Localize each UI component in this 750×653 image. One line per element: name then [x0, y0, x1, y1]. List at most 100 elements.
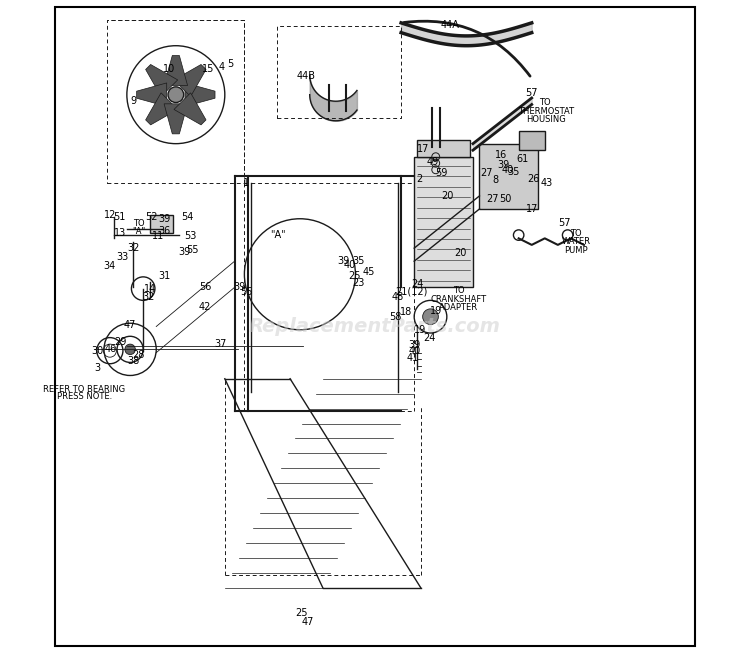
Text: 15: 15 — [202, 63, 214, 74]
Text: 30: 30 — [92, 345, 104, 356]
Text: "A": "A" — [132, 227, 146, 236]
Text: 54: 54 — [182, 212, 194, 222]
Circle shape — [168, 87, 184, 103]
Text: 51: 51 — [112, 212, 125, 223]
Text: 4: 4 — [218, 61, 224, 72]
Polygon shape — [185, 83, 215, 106]
Text: 46: 46 — [104, 344, 117, 355]
Text: "A": "A" — [271, 230, 286, 240]
Text: 8: 8 — [493, 175, 499, 185]
Text: 38: 38 — [128, 356, 140, 366]
Text: 53: 53 — [184, 231, 197, 242]
Text: 47: 47 — [124, 319, 136, 330]
Text: 55: 55 — [186, 245, 199, 255]
Text: TO: TO — [539, 98, 550, 107]
Text: 52: 52 — [145, 212, 158, 222]
Bar — [418, 140, 470, 157]
Bar — [519, 131, 544, 150]
Text: 14: 14 — [143, 283, 156, 294]
Polygon shape — [146, 65, 178, 97]
Text: 18: 18 — [400, 307, 412, 317]
Text: 39: 39 — [338, 255, 350, 266]
Text: 5: 5 — [227, 59, 233, 69]
Text: 1: 1 — [243, 178, 249, 188]
Text: 58: 58 — [389, 311, 401, 322]
Text: 2: 2 — [416, 174, 422, 184]
Polygon shape — [146, 93, 178, 125]
Text: 26: 26 — [526, 174, 539, 184]
Text: 44A: 44A — [441, 20, 460, 30]
Text: 29: 29 — [114, 336, 127, 347]
Text: 36: 36 — [158, 226, 171, 236]
Text: HOUSING: HOUSING — [526, 115, 566, 124]
Text: 27: 27 — [480, 168, 492, 178]
Circle shape — [125, 344, 135, 355]
Text: 19: 19 — [430, 306, 442, 316]
Text: CRANKSHAFT: CRANKSHAFT — [430, 295, 487, 304]
Text: 43: 43 — [541, 178, 553, 188]
Text: 10: 10 — [164, 63, 176, 74]
Text: TO: TO — [570, 229, 582, 238]
Text: THERMOSTAT: THERMOSTAT — [518, 106, 574, 116]
Text: PRESS NOTE.: PRESS NOTE. — [57, 392, 112, 401]
Text: ReplacementParts.com: ReplacementParts.com — [249, 317, 501, 336]
Text: 13: 13 — [114, 228, 127, 238]
Text: ADAPTER: ADAPTER — [439, 303, 479, 312]
Text: 17: 17 — [416, 144, 429, 154]
Text: 20: 20 — [441, 191, 454, 201]
Text: 45: 45 — [363, 267, 375, 278]
Polygon shape — [136, 83, 166, 106]
Text: 39: 39 — [234, 282, 246, 293]
Text: REFER TO BEARING: REFER TO BEARING — [44, 385, 125, 394]
Text: 49: 49 — [426, 157, 439, 167]
Text: 40: 40 — [409, 346, 421, 357]
Text: 25: 25 — [348, 270, 360, 281]
Text: 35: 35 — [352, 255, 364, 266]
Text: 44B: 44B — [297, 71, 316, 82]
Text: 23: 23 — [352, 278, 364, 288]
Polygon shape — [164, 56, 188, 86]
Text: 3: 3 — [94, 362, 100, 373]
Text: 9: 9 — [130, 96, 136, 106]
Bar — [414, 157, 473, 287]
Text: 19: 19 — [414, 325, 426, 336]
Bar — [150, 215, 172, 233]
Text: 47: 47 — [302, 616, 314, 627]
Text: 28: 28 — [133, 349, 145, 360]
Text: 57: 57 — [558, 218, 571, 229]
Text: WATER: WATER — [562, 237, 590, 246]
Text: 37: 37 — [214, 339, 226, 349]
Text: 39: 39 — [409, 340, 421, 350]
Polygon shape — [174, 93, 206, 125]
Text: 56: 56 — [199, 282, 211, 293]
Text: 20: 20 — [454, 248, 466, 259]
Text: TO: TO — [133, 219, 145, 228]
Text: 27: 27 — [486, 194, 499, 204]
Text: 40: 40 — [344, 260, 356, 270]
Text: 35: 35 — [507, 167, 520, 177]
Text: 31: 31 — [158, 270, 171, 281]
Text: 32: 32 — [142, 292, 154, 302]
Text: 24: 24 — [423, 332, 436, 343]
Text: 48: 48 — [391, 292, 404, 302]
Text: 16: 16 — [495, 150, 507, 161]
Text: 42: 42 — [199, 302, 211, 312]
Text: 24: 24 — [411, 279, 424, 289]
Text: 34: 34 — [103, 261, 116, 271]
Text: 50: 50 — [500, 194, 512, 204]
Text: 39: 39 — [497, 159, 510, 170]
Text: 21(12): 21(12) — [395, 287, 427, 297]
Circle shape — [423, 309, 438, 325]
Text: 39: 39 — [178, 247, 190, 257]
Text: 55: 55 — [240, 287, 253, 297]
Text: PUMP: PUMP — [564, 246, 588, 255]
Text: 59: 59 — [436, 168, 448, 178]
Text: 12: 12 — [104, 210, 117, 221]
Text: 17: 17 — [526, 204, 538, 214]
Text: 25: 25 — [296, 607, 308, 618]
Text: 57: 57 — [526, 88, 538, 98]
Text: 41: 41 — [406, 353, 418, 363]
Text: 61: 61 — [517, 154, 529, 165]
Text: 40: 40 — [502, 165, 514, 175]
Polygon shape — [174, 65, 206, 97]
